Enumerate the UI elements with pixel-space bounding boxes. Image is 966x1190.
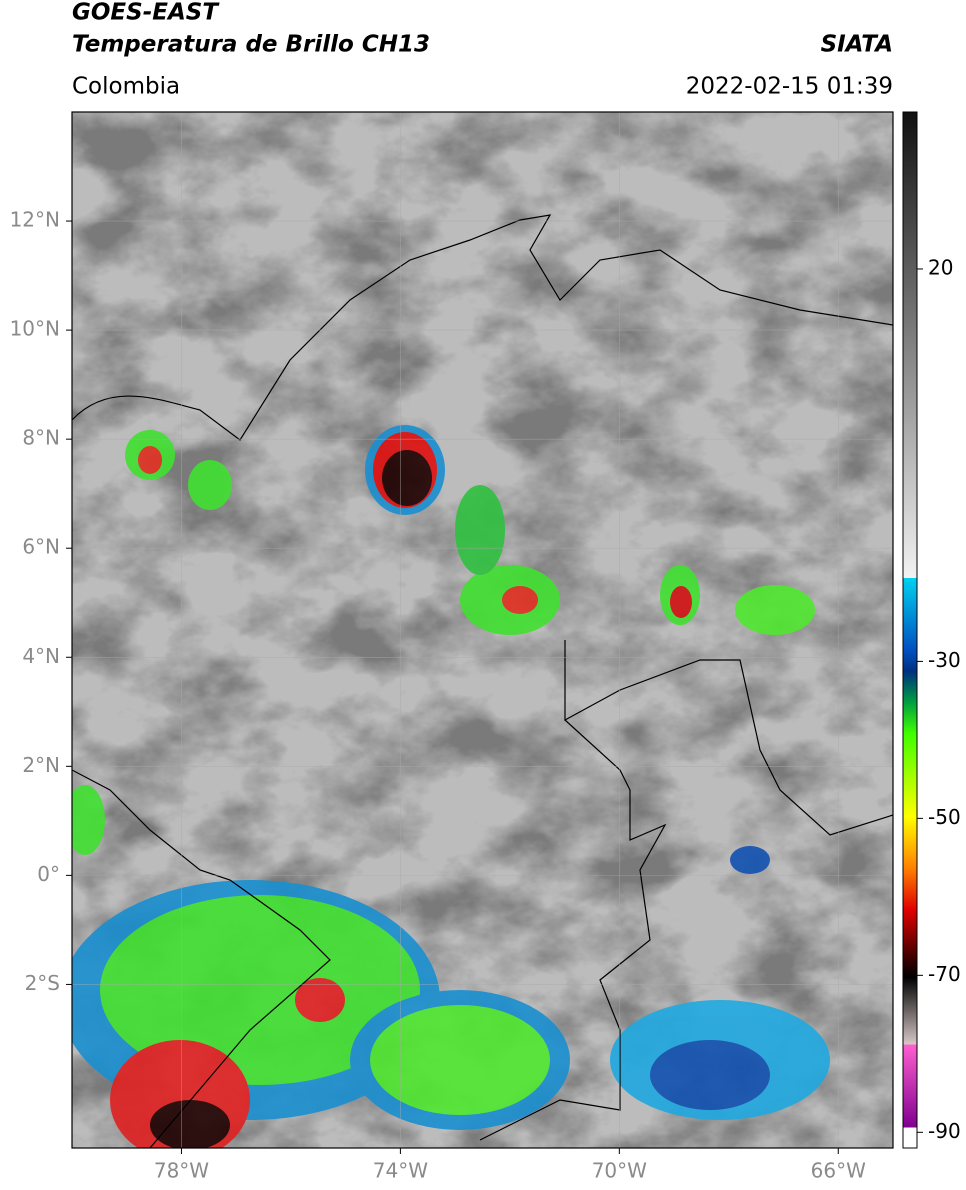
map-frame [71,111,894,1149]
x-tick-label: 78°W [154,1159,209,1183]
satellite-title: GOES-EAST [72,0,220,26]
x-tick-label: 70°W [592,1159,647,1183]
source-title: SIATA [821,32,893,58]
y-tick-label: 8°N [22,426,60,450]
colorbar-tick-label: -30 [928,648,961,672]
colorbar-tick-label: -90 [928,1119,961,1143]
x-tick-label: 66°W [811,1159,866,1183]
y-tick-label: 0° [37,862,60,886]
borders [72,214,893,1148]
product-title: Temperatura de Brillo CH13 [72,32,430,58]
y-tick-label: 10°N [10,317,60,341]
satellite-image [72,112,893,1148]
colorbar-tick-label: -50 [928,805,961,829]
colorbar-tick-label: -70 [928,962,961,986]
grid [72,112,893,1148]
colorbar-tick-label: 20 [928,255,953,279]
y-tick-label: 2°S [25,971,60,995]
datetime: 2022-02-15 01:39 [686,74,893,100]
y-tick-label: 6°N [22,535,60,559]
colorbar [902,111,918,1149]
y-tick-label: 2°N [22,753,60,777]
x-tick-label: 74°W [373,1159,428,1183]
convective-cells [72,425,830,1148]
region-title: Colombia [72,74,180,100]
y-tick-label: 12°N [10,208,60,232]
y-tick-label: 4°N [22,644,60,668]
